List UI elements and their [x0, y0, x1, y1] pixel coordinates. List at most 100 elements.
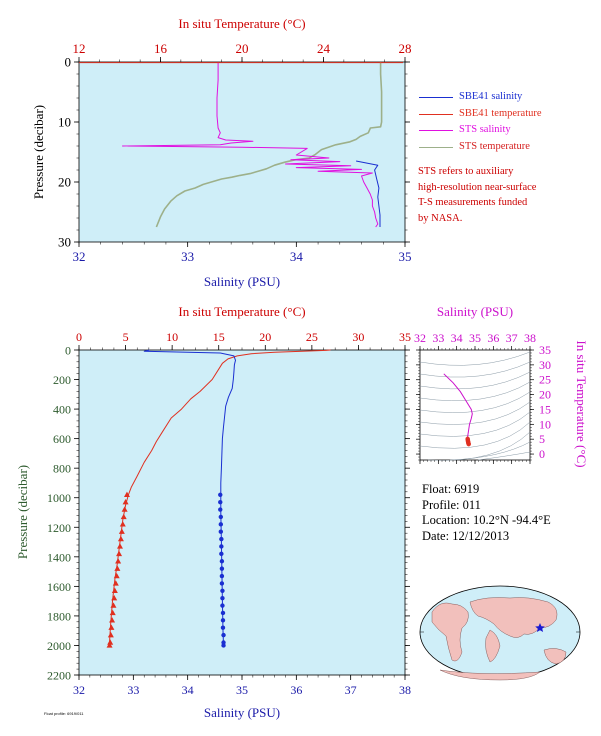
note-line: by NASA. [418, 212, 463, 224]
pressure-tick-label: 20 [58, 175, 71, 190]
pressure-tick-label: 800 [53, 462, 71, 476]
pressure-tick-label: 600 [53, 432, 71, 446]
bottom-salinity-axis-label: Salinity (PSU) [204, 705, 280, 720]
float-location-marker [535, 623, 545, 632]
salinity-marker [218, 492, 223, 497]
temperature-marker [110, 602, 117, 608]
temperature-marker [112, 580, 119, 586]
temperature-marker [111, 587, 118, 593]
ts-salinity-tick-label: 34 [451, 331, 463, 345]
pressure-tick-label: 1000 [47, 491, 71, 505]
legend-swatch [419, 97, 453, 98]
salinity-tick-label: 34 [182, 683, 194, 697]
salinity-marker [220, 610, 226, 616]
ts-plot-area [419, 349, 531, 461]
salinity-marker [219, 559, 225, 564]
temperature-marker [107, 639, 114, 645]
temperature-marker [121, 506, 128, 512]
legend-item-sbe41-temperature: SBE41 temperature [419, 106, 542, 123]
legend-item-sts-temperature: STS temperature [419, 139, 542, 156]
salinity-marker [219, 544, 224, 549]
ts-temperature-tick-label: 10 [539, 417, 551, 431]
ts-deep-marker [466, 442, 471, 447]
pressure-tick-label: 30 [58, 235, 71, 250]
salinity-marker [219, 573, 225, 579]
salinity-marker [221, 632, 226, 638]
world-map [419, 585, 581, 681]
legend-label: SBE41 temperature [459, 107, 542, 119]
salinity-marker [218, 507, 223, 512]
pressure-tick-label: 1400 [47, 550, 71, 564]
temperature-tick-label: 0 [76, 330, 82, 344]
legend-swatch [419, 113, 453, 115]
ts-salinity-tick-label: 35 [469, 331, 481, 345]
pressure-tick-label: 400 [53, 403, 71, 417]
temperature-marker [109, 609, 116, 616]
float-location: Location: 10.2°N -94.4°E [422, 513, 551, 527]
top-panel: In situ Temperature (°C) Salinity (PSU) … [31, 16, 412, 289]
temperature-tick-label: 12 [73, 41, 86, 56]
ts-temperature-axis-label: In situ Temperature (°C) [574, 340, 589, 467]
ts-temperature-tick-label: 0 [539, 447, 545, 461]
salinity-marker [218, 499, 223, 505]
temperature-marker [114, 565, 121, 571]
bottom-axis-ticks: 0 5 10 15 20 25 30 35 32 33 34 35 36 37 38 0 200 400 600 80… [47, 330, 411, 697]
salinity-marker [218, 514, 224, 520]
temperature-tick-label: 10 [166, 330, 178, 344]
salinity-marker [219, 536, 224, 542]
salinity-marker [220, 618, 226, 623]
salinity-marker [219, 581, 225, 586]
salinity-marker [220, 595, 225, 601]
top-plot-area [78, 61, 406, 243]
salinity-tick-label: 35 [399, 249, 412, 264]
ts-salinity-tick-label: 38 [524, 331, 536, 345]
pressure-tick-label: 200 [53, 373, 71, 387]
pressure-tick-label: 1200 [47, 521, 71, 535]
temperature-marker [108, 624, 115, 630]
pressure-tick-label: 2000 [47, 639, 71, 653]
ts-temperature-tick-label: 15 [539, 402, 551, 416]
ts-temperature-tick-label: 25 [539, 373, 551, 387]
salinity-tick-label: 32 [73, 249, 86, 264]
salinity-tick-label: 38 [399, 683, 411, 697]
temperature-tick-label: 25 [306, 330, 318, 344]
legend-item-sts-salinity: STS salinity [419, 122, 542, 139]
profile-number: Profile: 011 [422, 497, 481, 512]
temperature-marker [116, 543, 123, 549]
bottom-plot-area [78, 349, 406, 676]
temperature-marker [111, 594, 118, 601]
profile-date: Date: 12/12/2013 [422, 528, 510, 543]
ts-salinity-tick-label: 37 [506, 331, 518, 345]
sbe41-temperature-line [108, 349, 331, 646]
ts-temperature-tick-label: 35 [539, 343, 551, 357]
temperature-marker [117, 535, 124, 542]
map-land [431, 597, 567, 681]
temperature-marker [113, 572, 120, 579]
ts-temperature-tick-label: 5 [539, 432, 545, 446]
top-series-layer [79, 62, 403, 228]
float-info: Float: 6919 Profile: 011 Location: 10.2°… [422, 482, 551, 544]
salinity-tick-label: 32 [73, 683, 85, 697]
legend-swatch [419, 130, 453, 131]
salinity-tick-label: 37 [345, 683, 357, 697]
pressure-tick-label: 10 [58, 115, 71, 130]
temperature-tick-label: 5 [123, 330, 129, 344]
temperature-marker [106, 642, 113, 648]
legend-label: STS temperature [459, 140, 530, 152]
salinity-tick-label: 33 [127, 683, 139, 697]
bottom-pressure-axis-label: Pressure (decibar) [15, 465, 30, 559]
ts-series-layer [443, 373, 473, 447]
sts-salinity-line [122, 62, 379, 228]
sbe41-salinity-line [356, 160, 381, 227]
credit-text: Float profile: 6919/011 [44, 711, 84, 716]
legend-label: SBE41 salinity [459, 91, 523, 102]
temperature-marker [115, 558, 122, 564]
note-line: STS refers to auxiliary [418, 166, 514, 177]
salinity-tick-label: 35 [236, 683, 248, 697]
bottom-series-layer [106, 349, 331, 648]
legend-item-sbe41-salinity: SBE41 salinity [419, 89, 542, 106]
temperature-tick-label: 28 [399, 41, 412, 56]
temperature-tick-label: 20 [259, 330, 271, 344]
salinity-marker [220, 603, 225, 608]
